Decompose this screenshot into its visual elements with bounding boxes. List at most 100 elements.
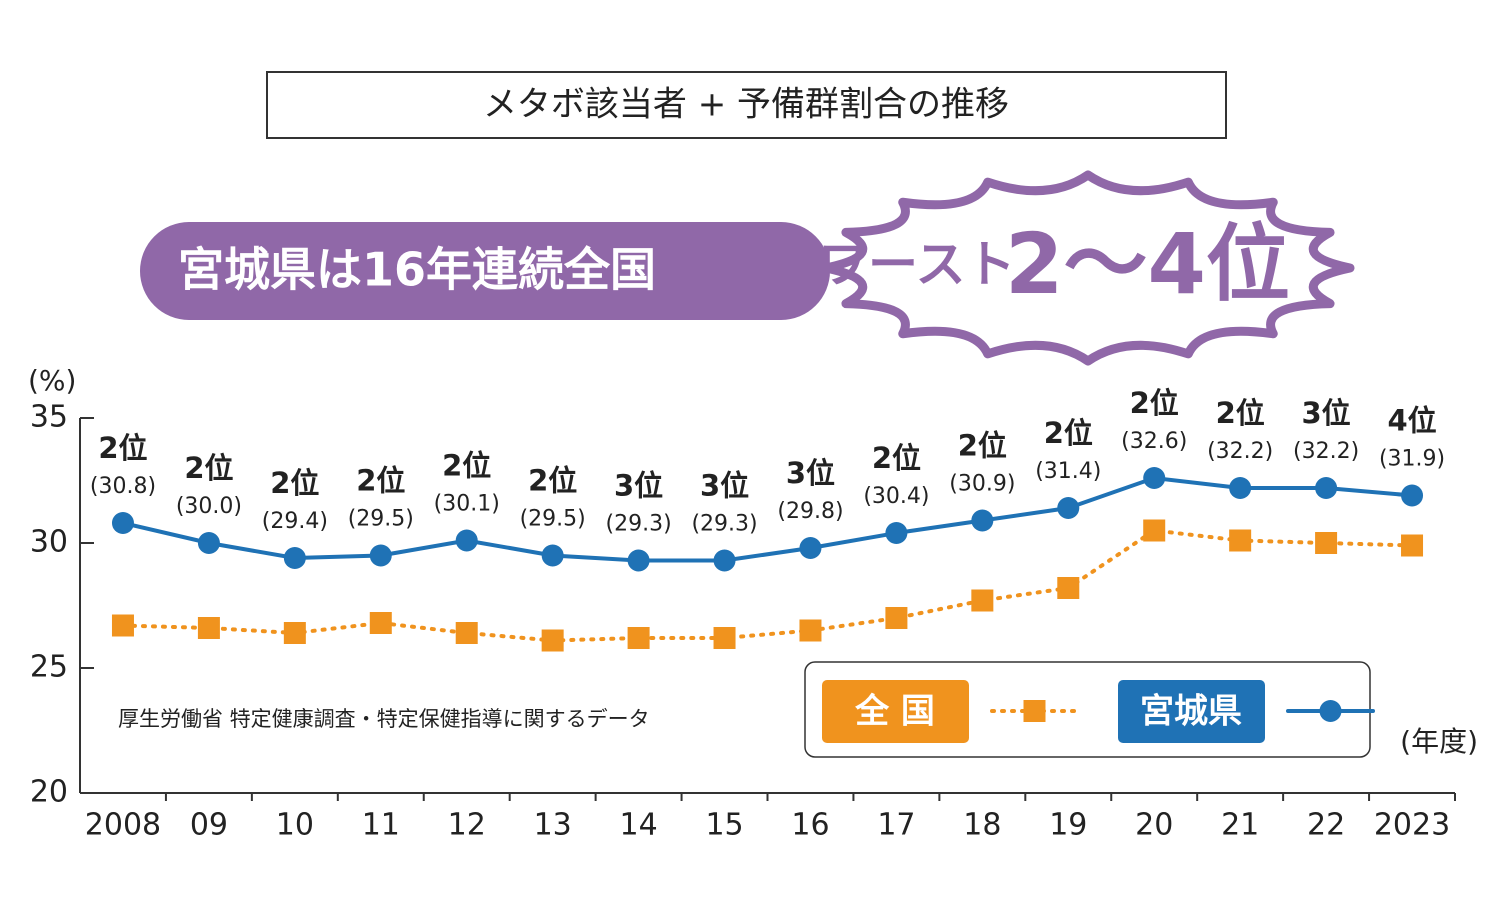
rank-label: 2位 — [442, 449, 491, 483]
marker — [1143, 519, 1166, 542]
marker — [885, 607, 908, 629]
y-tick-label: 30 — [30, 525, 68, 560]
value-label: (31.4) — [1035, 459, 1101, 484]
rank-label: 3位 — [700, 469, 749, 503]
marker — [283, 622, 306, 644]
x-axis-label: (年度) — [1400, 725, 1478, 758]
value-label: (29.3) — [606, 512, 672, 537]
x-tick-label: 14 — [620, 808, 658, 843]
marker — [111, 614, 134, 637]
source-note: 厚生労働省 特定健康調査・特定保健指導に関するデータ — [118, 707, 650, 731]
marker — [799, 619, 822, 642]
marker — [369, 544, 392, 567]
x-tick-label: 18 — [963, 808, 1001, 843]
rank-label: 4位 — [1387, 404, 1436, 438]
marker — [541, 544, 564, 567]
x-tick-label: 22 — [1307, 808, 1345, 843]
marker — [885, 522, 908, 544]
value-label: (29.4) — [262, 509, 328, 534]
value-label: (29.3) — [691, 512, 757, 537]
rank-label: 2位 — [1044, 416, 1093, 450]
rank-label: 2位 — [356, 464, 405, 498]
rank-label: 2位 — [1130, 386, 1179, 420]
marker — [111, 512, 134, 534]
headline: 宮城県は16年連続全国 — [178, 243, 656, 297]
value-label: (32.6) — [1121, 429, 1187, 454]
value-label: (31.9) — [1379, 447, 1445, 472]
headline-burst-prefix: ワースト — [818, 236, 1016, 294]
legend-swatch — [1118, 680, 1265, 743]
chart-title: メタボ該当者 + 予備群割合の推移 — [483, 85, 1009, 125]
marker — [713, 549, 736, 572]
headline-pill — [140, 222, 830, 320]
value-label: (29.5) — [520, 507, 586, 532]
marker — [369, 612, 392, 634]
legend-label: 全 国 — [854, 692, 935, 732]
x-tick-label: 10 — [276, 808, 314, 843]
marker — [455, 529, 478, 552]
marker — [1229, 477, 1252, 499]
y-tick-label: 25 — [30, 650, 68, 685]
x-tick-label: 12 — [448, 808, 486, 843]
marker — [283, 547, 306, 569]
burst — [821, 170, 1355, 366]
value-label: (29.5) — [348, 507, 414, 532]
marker — [197, 532, 220, 554]
burst-shape — [821, 170, 1355, 366]
marker — [197, 617, 220, 639]
marker — [1401, 534, 1424, 557]
y-tick-label: 20 — [30, 775, 68, 810]
y-tick-label: 35 — [30, 400, 68, 435]
marker — [713, 627, 736, 649]
marker — [1315, 477, 1338, 499]
marker — [627, 627, 650, 649]
x-tick-label: 2023 — [1374, 808, 1450, 843]
rank-label: 2位 — [270, 466, 319, 500]
x-tick-label: 09 — [190, 808, 228, 843]
value-label: (30.4) — [863, 484, 929, 509]
x-tick-label: 21 — [1221, 808, 1259, 843]
value-label: (29.8) — [777, 499, 843, 524]
value-label: (30.8) — [90, 474, 156, 499]
marker — [541, 629, 564, 652]
value-label: (32.2) — [1293, 439, 1359, 464]
marker — [971, 589, 994, 612]
marker — [1315, 532, 1338, 554]
marker — [1229, 529, 1252, 552]
headline-burst-main: 2～4位 — [1005, 215, 1290, 313]
rank-label: 3位 — [614, 469, 663, 503]
marker — [1401, 484, 1424, 507]
x-tick-label: 16 — [791, 808, 829, 843]
value-label: (30.0) — [176, 494, 242, 519]
rank-label: 2位 — [958, 429, 1007, 463]
marker — [1057, 497, 1080, 519]
x-tick-label: 20 — [1135, 808, 1173, 843]
legend-label: 宮城県 — [1140, 692, 1242, 732]
value-label: (30.1) — [434, 492, 500, 517]
x-tick-label: 13 — [534, 808, 572, 843]
rank-label: 2位 — [1216, 396, 1265, 430]
rank-label: 3位 — [786, 456, 835, 490]
rank-label: 2位 — [528, 464, 577, 498]
legend-swatch — [822, 680, 969, 743]
legend-marker — [1319, 700, 1342, 722]
series-line — [120, 528, 1415, 643]
marker — [1143, 467, 1166, 489]
marker — [1057, 577, 1080, 599]
series-line — [120, 475, 1415, 563]
y-axis-label: (%) — [28, 364, 76, 397]
value-label: (30.9) — [949, 472, 1015, 497]
rank-label: 2位 — [184, 451, 233, 485]
x-tick-label: 17 — [877, 808, 915, 843]
x-tick-label: 15 — [705, 808, 743, 843]
value-label: (32.2) — [1207, 439, 1273, 464]
marker — [455, 622, 478, 644]
rank-label: 3位 — [1302, 396, 1351, 430]
marker — [799, 537, 822, 559]
title-box — [266, 71, 1227, 139]
rank-label: 2位 — [98, 431, 147, 465]
legend-marker — [1023, 700, 1046, 722]
marker — [627, 549, 650, 572]
rank-label: 2位 — [872, 441, 921, 475]
